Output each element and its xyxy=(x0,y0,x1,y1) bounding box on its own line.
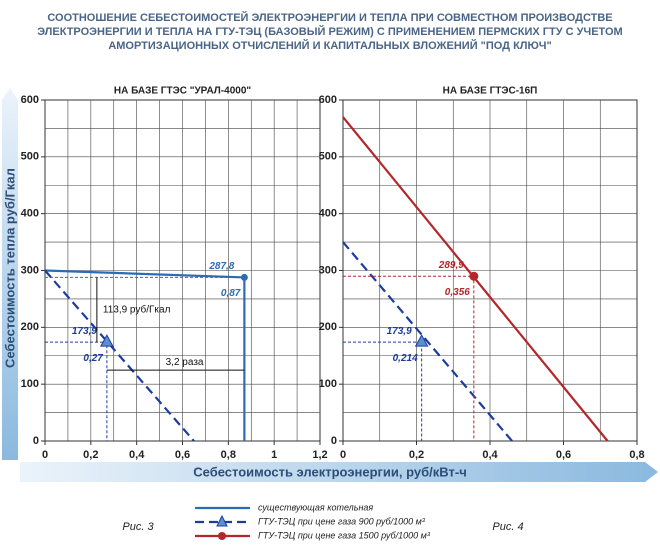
title-line: ЭЛЕКТРОЭНЕРГИИ И ТЕПЛА НА ГТУ-ТЭЦ (БАЗОВ… xyxy=(37,25,622,38)
series-line xyxy=(342,241,513,442)
y-tick-label: 400 xyxy=(319,208,337,220)
plot: 0 100 200 300 400 500 600 0 0,2 0,4 0,6 0,8 1 1,2 НА Б… xyxy=(21,86,328,533)
point-x-label: 0,214 xyxy=(393,353,418,364)
guide-line xyxy=(343,341,423,441)
x-axis-arrow xyxy=(20,462,658,482)
y-tick-label: 300 xyxy=(21,264,39,276)
y-tick-label: 300 xyxy=(319,264,337,276)
annotation: 3,2 раза xyxy=(166,357,204,368)
panel-title: НА БАЗЕ ГТЭС-16П xyxy=(443,86,538,97)
point-x-label: 0,87 xyxy=(221,288,241,299)
y-tick-label: 0 xyxy=(331,435,337,447)
plot: 0 100 200 300 400 500 600 0 0,2 0,4 0,6 0,8 НА БАЗЕ … xyxy=(319,86,645,533)
annotation: 113,9 руб/Гкал xyxy=(103,303,171,315)
y-tick-label: 100 xyxy=(21,378,39,390)
legend-label: существующая котельная xyxy=(258,502,373,512)
x-tick-label: 1 xyxy=(271,449,277,461)
figure-caption: Рис. 3 xyxy=(122,521,154,533)
guide-line xyxy=(45,276,245,441)
x-tick-label: 1,2 xyxy=(312,449,327,461)
point-y-label: 173,9 xyxy=(387,326,412,337)
series-line xyxy=(44,269,195,442)
x-tick-label: 0,2 xyxy=(409,449,424,461)
y-tick-label: 100 xyxy=(319,378,337,390)
point-marker xyxy=(414,334,429,347)
x-tick-label: 0 xyxy=(42,449,48,461)
point-marker xyxy=(100,334,114,347)
y-tick-label: 600 xyxy=(319,94,337,106)
y-tick-label: 500 xyxy=(319,151,337,163)
legend: существующая котельная ГТУ-ТЭЦ при цене г… xyxy=(195,502,431,540)
point-y-label: 289,9 xyxy=(438,260,464,271)
x-tick-label: 0,6 xyxy=(556,449,571,461)
legend-label: ГТУ-ТЭЦ при цене газа 1500 руб/1000 м³ xyxy=(258,530,431,540)
x-tick-label: 0 xyxy=(340,449,346,461)
legend-marker xyxy=(218,532,226,540)
point-marker xyxy=(240,273,248,281)
y-tick-label: 400 xyxy=(21,208,39,220)
y-tick-label: 600 xyxy=(21,94,39,106)
figure-caption: Рис. 4 xyxy=(492,521,523,533)
x-tick-label: 0,4 xyxy=(129,449,145,461)
y-tick-label: 200 xyxy=(319,321,337,333)
legend-label: ГТУ-ТЭЦ при цене газа 900 руб/1000 м³ xyxy=(258,516,426,526)
y-axis-label: Себестоимость тепла руб/Гкал xyxy=(2,168,17,368)
point-x-label: 0,27 xyxy=(83,353,103,364)
x-tick-label: 0,2 xyxy=(83,449,98,461)
title-line: АМОРТИЗАЦИОННЫХ ОТЧИСЛЕНИЙ И КАПИТАЛЬНЫХ… xyxy=(108,39,551,52)
y-tick-label: 0 xyxy=(33,435,39,447)
y-tick-label: 500 xyxy=(21,151,39,163)
legend-marker xyxy=(216,514,228,527)
x-axis-label: Себестоимость электроэнергии, руб/кВт-ч xyxy=(193,464,467,479)
x-tick-label: 0,8 xyxy=(221,449,236,461)
x-tick-label: 0,6 xyxy=(175,449,190,461)
x-tick-label: 0,4 xyxy=(482,449,498,461)
point-x-label: 0,356 xyxy=(445,287,470,298)
y-tick-label: 200 xyxy=(21,321,39,333)
point-y-label: 173,9 xyxy=(72,326,97,337)
y-axis-arrow xyxy=(2,88,18,460)
point-marker xyxy=(469,271,479,281)
plots: 0 100 200 300 400 500 600 0 0,2 0,4 0,6 0,8 1 1,2 НА Б… xyxy=(21,86,645,533)
x-tick-label: 0,8 xyxy=(629,449,644,461)
point-y-label: 287,8 xyxy=(208,261,234,272)
panel-title: НА БАЗЕ ГТЭС "УРАЛ-4000" xyxy=(114,86,252,97)
title-line: СООТНОШЕНИЕ СЕБЕСТОИМОСТЕЙ ЭЛЕКТРОЭНЕРГИ… xyxy=(47,11,612,24)
